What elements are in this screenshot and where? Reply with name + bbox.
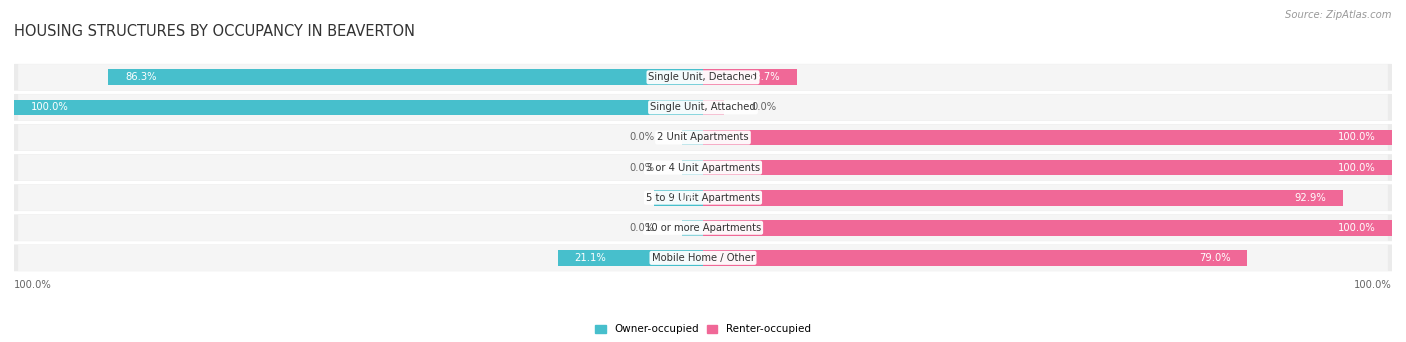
FancyBboxPatch shape bbox=[18, 155, 1388, 181]
FancyBboxPatch shape bbox=[14, 154, 1392, 181]
Text: 100.0%: 100.0% bbox=[31, 102, 69, 113]
FancyBboxPatch shape bbox=[18, 124, 1388, 150]
Bar bbox=[558, 250, 703, 266]
Text: 100.0%: 100.0% bbox=[14, 279, 52, 290]
Bar bbox=[14, 100, 703, 115]
FancyBboxPatch shape bbox=[14, 64, 1392, 91]
Text: 79.0%: 79.0% bbox=[1199, 253, 1230, 263]
Text: 5 to 9 Unit Apartments: 5 to 9 Unit Apartments bbox=[645, 193, 761, 203]
Bar bbox=[703, 220, 1392, 236]
FancyBboxPatch shape bbox=[18, 245, 1388, 271]
FancyBboxPatch shape bbox=[14, 214, 1392, 241]
Bar bbox=[703, 100, 724, 115]
Bar bbox=[682, 160, 703, 175]
FancyBboxPatch shape bbox=[18, 185, 1388, 211]
Bar bbox=[682, 220, 703, 236]
Bar bbox=[703, 160, 1392, 175]
Text: 0.0%: 0.0% bbox=[630, 223, 655, 233]
FancyBboxPatch shape bbox=[14, 124, 1392, 151]
Text: 86.3%: 86.3% bbox=[125, 72, 156, 82]
Bar bbox=[703, 69, 797, 85]
Text: Single Unit, Attached: Single Unit, Attached bbox=[650, 102, 756, 113]
Text: 92.9%: 92.9% bbox=[1295, 193, 1326, 203]
Text: 13.7%: 13.7% bbox=[749, 72, 780, 82]
FancyBboxPatch shape bbox=[18, 215, 1388, 241]
FancyBboxPatch shape bbox=[14, 94, 1392, 121]
Bar bbox=[682, 130, 703, 145]
Text: Single Unit, Detached: Single Unit, Detached bbox=[648, 72, 758, 82]
Text: 100.0%: 100.0% bbox=[1354, 279, 1392, 290]
Text: 100.0%: 100.0% bbox=[1337, 223, 1375, 233]
Text: Mobile Home / Other: Mobile Home / Other bbox=[651, 253, 755, 263]
Text: 0.0%: 0.0% bbox=[751, 102, 776, 113]
Text: 0.0%: 0.0% bbox=[630, 132, 655, 143]
Text: 10 or more Apartments: 10 or more Apartments bbox=[645, 223, 761, 233]
Text: 100.0%: 100.0% bbox=[1337, 162, 1375, 173]
Text: 3 or 4 Unit Apartments: 3 or 4 Unit Apartments bbox=[645, 162, 761, 173]
Bar bbox=[703, 190, 1343, 206]
Text: Source: ZipAtlas.com: Source: ZipAtlas.com bbox=[1285, 10, 1392, 20]
Bar bbox=[703, 130, 1392, 145]
FancyBboxPatch shape bbox=[18, 64, 1388, 90]
Legend: Owner-occupied, Renter-occupied: Owner-occupied, Renter-occupied bbox=[591, 320, 815, 339]
Text: HOUSING STRUCTURES BY OCCUPANCY IN BEAVERTON: HOUSING STRUCTURES BY OCCUPANCY IN BEAVE… bbox=[14, 24, 415, 39]
Text: 2 Unit Apartments: 2 Unit Apartments bbox=[657, 132, 749, 143]
FancyBboxPatch shape bbox=[14, 184, 1392, 211]
Text: 100.0%: 100.0% bbox=[1337, 132, 1375, 143]
Bar bbox=[703, 250, 1247, 266]
Bar bbox=[654, 190, 703, 206]
Bar bbox=[108, 69, 703, 85]
FancyBboxPatch shape bbox=[14, 245, 1392, 271]
FancyBboxPatch shape bbox=[18, 94, 1388, 120]
Text: 0.0%: 0.0% bbox=[630, 162, 655, 173]
Text: 7.1%: 7.1% bbox=[671, 193, 696, 203]
Text: 21.1%: 21.1% bbox=[574, 253, 606, 263]
